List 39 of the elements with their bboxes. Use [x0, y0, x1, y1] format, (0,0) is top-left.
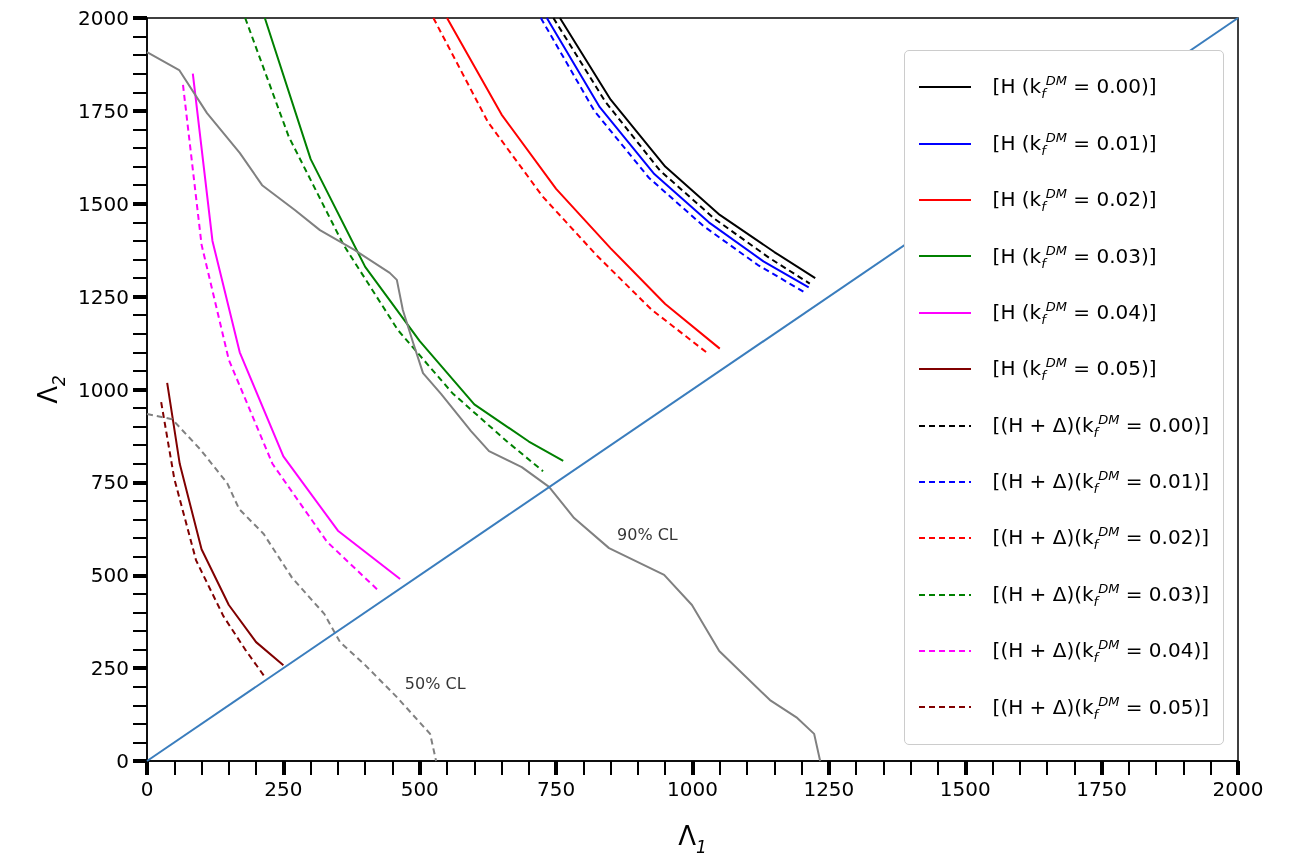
y-tick-label: 500	[90, 563, 129, 588]
y-tick-label: 1500	[78, 191, 129, 216]
x-tick-label: 1500	[939, 777, 991, 801]
annotation: 50% CL	[404, 673, 466, 693]
y-tick-label: 750	[90, 470, 129, 495]
y-tick-label: 250	[90, 656, 129, 681]
line-series	[166, 381, 285, 667]
legend-label: [H (k$_{f}$$^{DM}$ = 0.00)]	[992, 73, 1157, 102]
legend-label: [(H + Δ)(k$_{f}$$^{DM}$ = 0.04)]	[992, 637, 1209, 665]
legend-label: [H (k$_{f}$$^{DM}$ = 0.01)]	[992, 129, 1157, 158]
line-series	[182, 83, 381, 593]
line-series	[160, 401, 266, 679]
x-tick-label: 250	[264, 777, 303, 801]
x-tick-label: 0	[140, 777, 154, 801]
y-tick-label: 0	[116, 749, 129, 773]
y-tick-label: 2000	[78, 6, 129, 30]
y-tick-label: 1000	[78, 377, 129, 402]
legend-label: [H (k$_{f}$$^{DM}$ = 0.04)]	[992, 298, 1157, 327]
legend-label: [H (k$_{f}$$^{DM}$ = 0.02)]	[992, 186, 1157, 214]
x-tick-label: 2000	[1212, 777, 1264, 801]
legend-label: [(H + Δ)(k$_{f}$$^{DM}$ = 0.05)]	[992, 693, 1209, 722]
line-series	[146, 413, 438, 762]
x-tick-label: 750	[537, 777, 576, 801]
annotation: 90% CL	[617, 524, 678, 544]
legend-label: [H (k$_{f}$$^{DM}$ = 0.05)]	[992, 355, 1157, 383]
x-tick-label: 500	[400, 777, 439, 801]
legend-label: [(H + Δ)(k$_{f}$$^{DM}$ = 0.02)]	[992, 524, 1209, 553]
line-series	[191, 72, 402, 580]
y-tick-label: 1250	[78, 284, 129, 309]
x-tick-label: 1250	[803, 777, 855, 801]
x-tick-label: 1000	[667, 777, 718, 801]
legend-label: [(H + Δ)(k$_{f}$$^{DM}$ = 0.01)]	[992, 468, 1209, 496]
legend-label: [(H + Δ)(k$_{f}$$^{DM}$ = 0.03)]	[992, 580, 1209, 609]
y-tick-label: 1750	[78, 98, 129, 123]
line-series	[146, 51, 822, 762]
legend-label: [H (k$_{f}$$^{DM}$ = 0.03)]	[992, 242, 1157, 271]
y-axis-title: Λ2	[32, 375, 69, 404]
x-tick-label: 1750	[1076, 777, 1128, 801]
legend-label: [(H + Δ)(k$_{f}$$^{DM}$ = 0.00)]	[992, 411, 1209, 440]
